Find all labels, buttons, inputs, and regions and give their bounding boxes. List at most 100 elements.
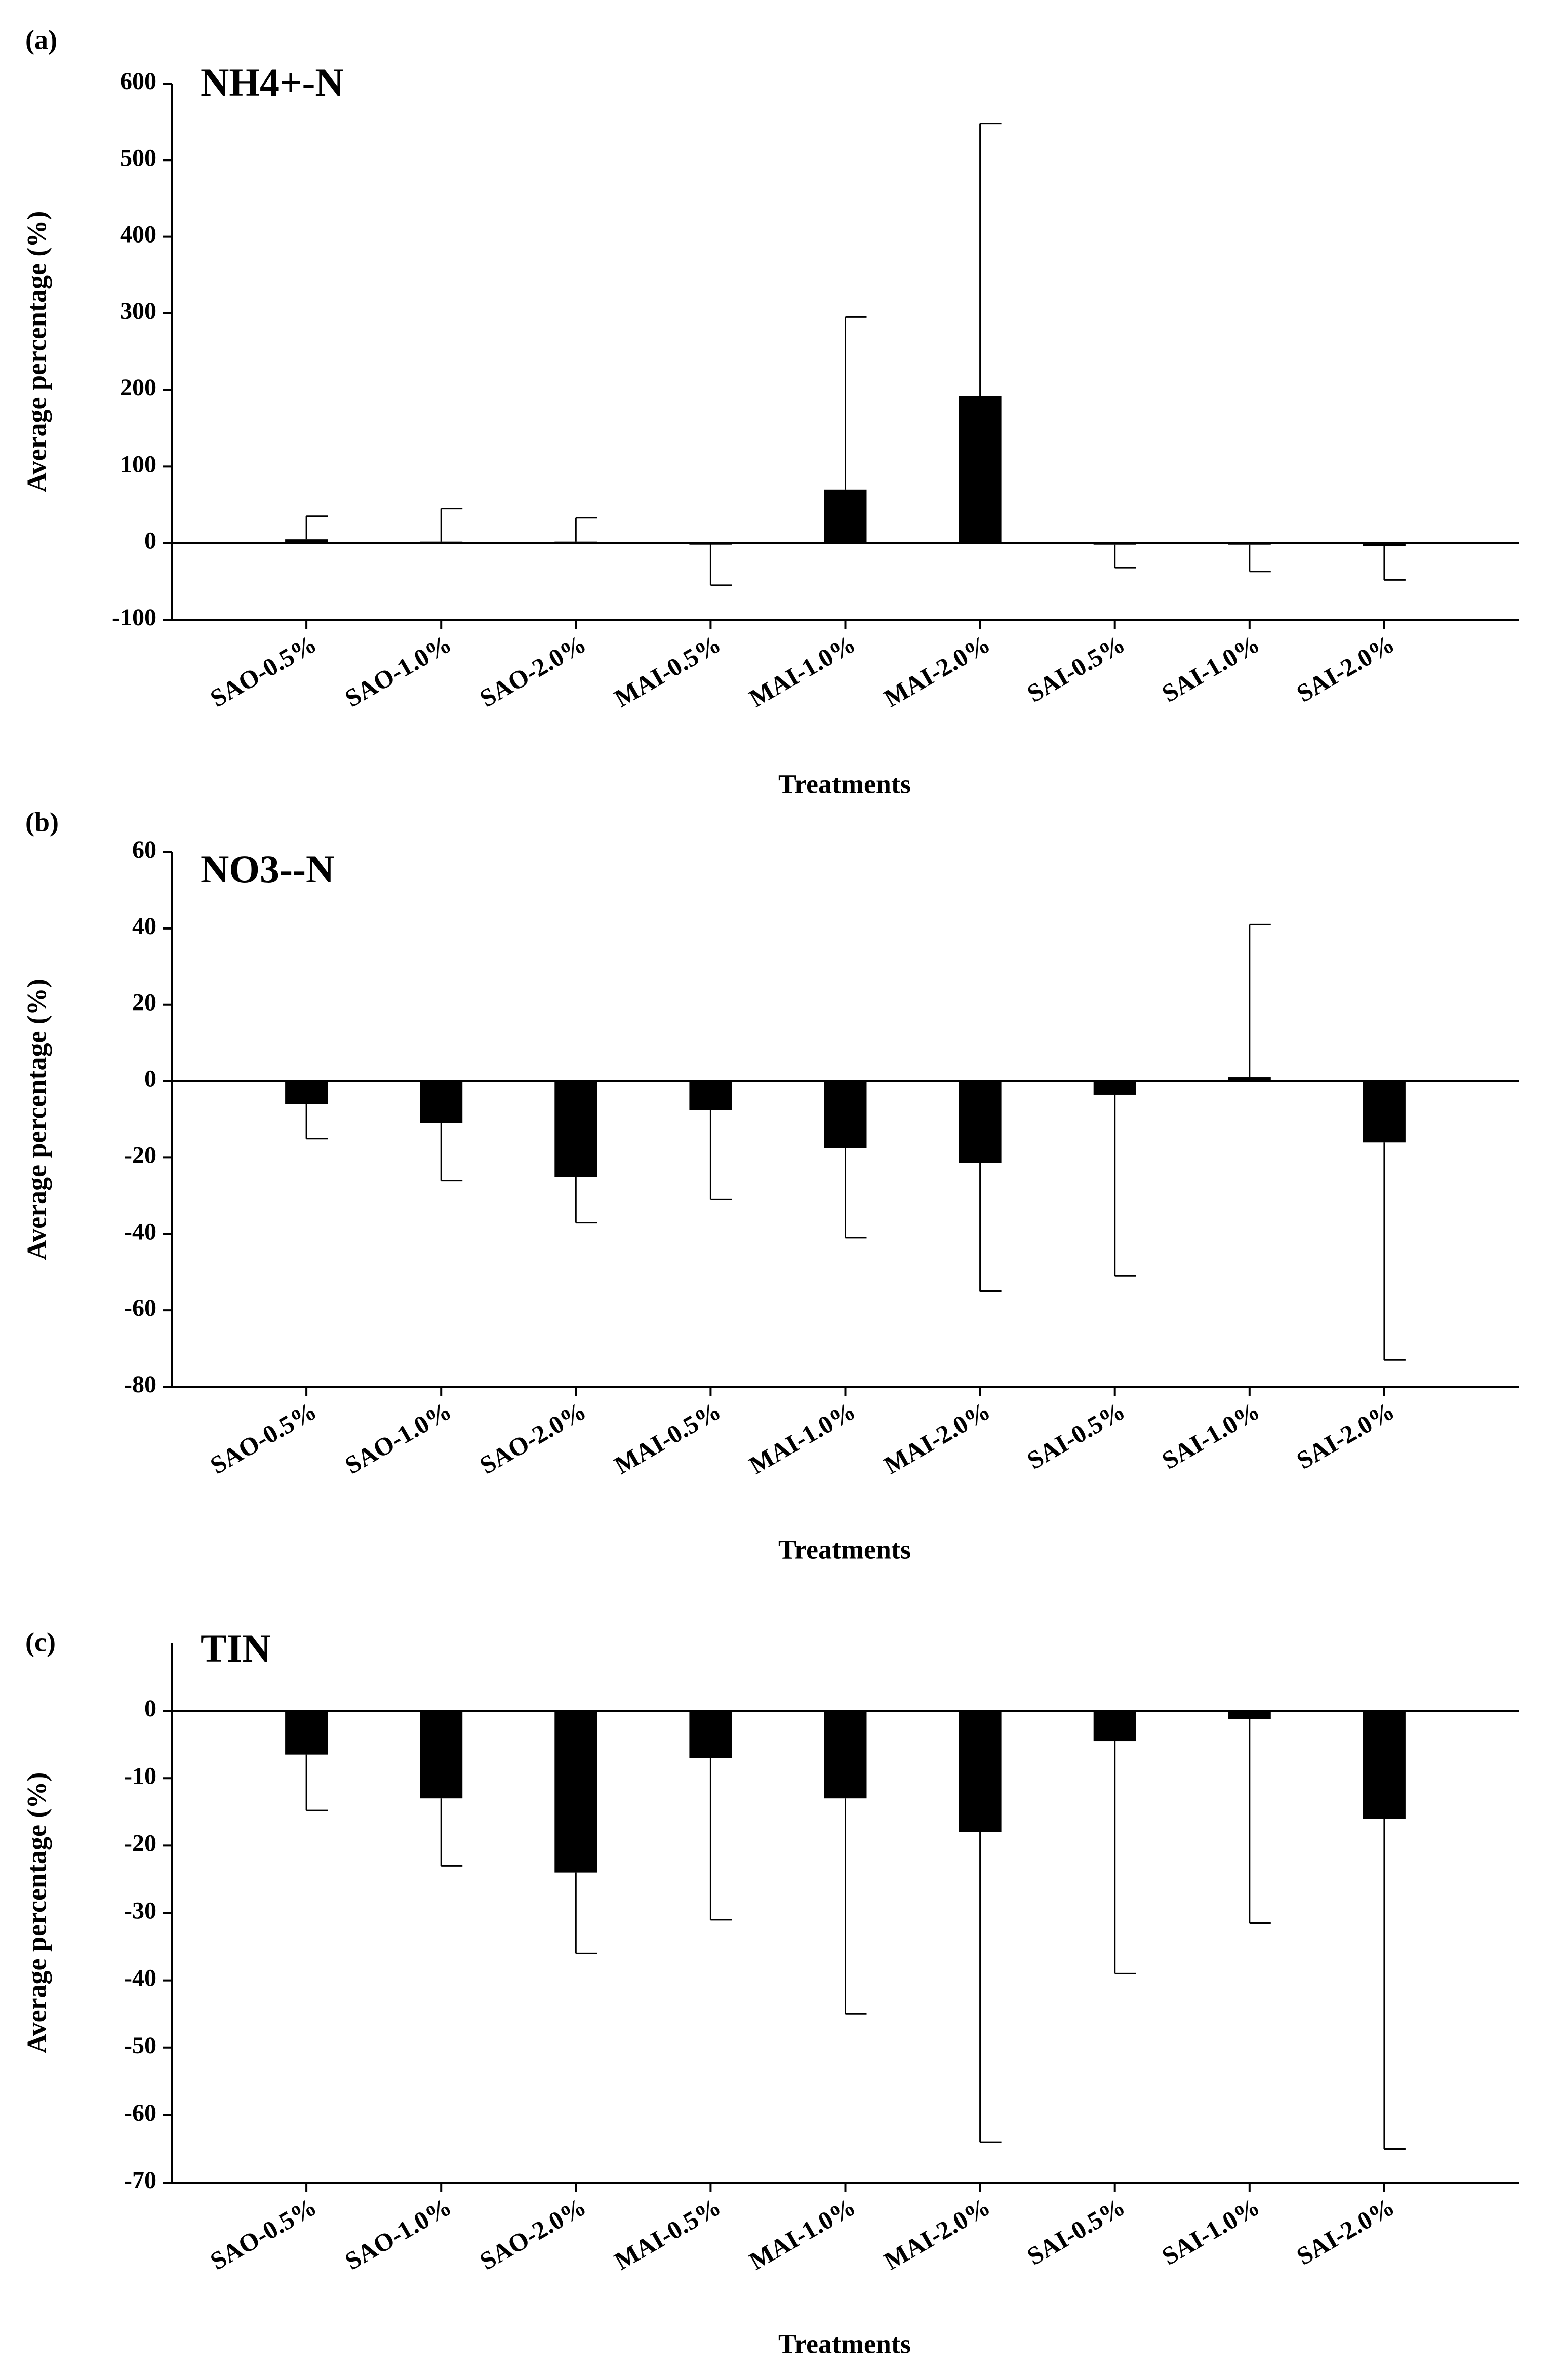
x-tick-label: SAI-1.0%	[1157, 2192, 1264, 2271]
error-bar	[440, 1798, 463, 1867]
y-tick-label: 40	[132, 913, 156, 940]
bar	[420, 1711, 463, 1799]
bar	[420, 541, 463, 543]
panel-label: (b)	[25, 806, 59, 837]
x-tick-label: MAI-0.5%	[610, 629, 726, 712]
bar	[959, 396, 1002, 543]
error-bar	[979, 1832, 1002, 2143]
error-bar	[1114, 1094, 1136, 1277]
chart-title: NO3--N	[201, 847, 334, 891]
error-bar	[709, 1110, 732, 1200]
y-tick-label: 60	[132, 836, 156, 863]
y-tick-label: 0	[144, 1066, 156, 1093]
y-tick-label: -20	[124, 1830, 156, 1857]
error-bar	[1383, 1142, 1406, 1361]
x-tick-label: SAO-1.0%	[340, 629, 456, 712]
x-axis-label: Treatments	[778, 2328, 911, 2359]
x-tick-label: SAI-0.5%	[1022, 1396, 1130, 1475]
error-bar	[845, 316, 867, 490]
y-tick-label: -40	[124, 1965, 156, 1992]
x-tick-label: SAI-2.0%	[1292, 1396, 1399, 1475]
x-axis-label: Treatments	[778, 1534, 911, 1564]
y-tick-label: 100	[120, 451, 156, 477]
panel-label: (c)	[25, 1627, 56, 1657]
x-tick-label: MAI-0.5%	[610, 1396, 726, 1479]
error-bar	[305, 1754, 328, 1811]
y-tick-label: -60	[124, 1295, 156, 1321]
error-bar	[440, 1123, 463, 1182]
y-tick-label: -30	[124, 1898, 156, 1924]
error-bar	[305, 515, 328, 540]
bar	[689, 543, 732, 545]
y-tick-label: 300	[120, 298, 156, 325]
bar	[285, 1711, 328, 1755]
x-axis-label: Treatments	[778, 769, 911, 799]
panel-label: (a)	[25, 24, 57, 55]
error-bar	[845, 1798, 867, 2015]
error-bar	[1383, 546, 1406, 581]
bar	[554, 1711, 597, 1873]
x-tick-label: SAI-0.5%	[1022, 2192, 1130, 2271]
error-bar	[1114, 1741, 1136, 1974]
bar	[285, 1081, 328, 1104]
error-bar	[845, 1148, 867, 1239]
bar	[554, 1081, 597, 1177]
x-tick-label: SAO-1.0%	[340, 1396, 456, 1479]
bar	[824, 1711, 867, 1799]
y-axis-label: Average percentage (%)	[21, 211, 52, 493]
error-bar	[979, 1163, 1002, 1292]
y-tick-label: -20	[124, 1142, 156, 1168]
bar	[1093, 1081, 1136, 1095]
x-tick-label: SAO-1.0%	[340, 2192, 456, 2275]
y-axis-label: Average percentage (%)	[21, 1772, 52, 2054]
error-bar	[1249, 1719, 1271, 1924]
chart-title: NH4+-N	[201, 60, 344, 104]
y-tick-label: -100	[112, 604, 156, 631]
x-tick-label: SAI-1.0%	[1157, 1396, 1264, 1475]
y-axis-label: Average percentage (%)	[21, 979, 52, 1260]
bar	[689, 1711, 732, 1758]
y-tick-label: 0	[144, 1695, 156, 1722]
y-tick-label: 0	[144, 528, 156, 554]
y-tick-label: 400	[120, 221, 156, 248]
error-bar	[575, 1872, 597, 1954]
bar	[959, 1081, 1002, 1163]
bar	[1228, 1077, 1271, 1081]
bar	[824, 489, 867, 543]
y-tick-label: 500	[120, 144, 156, 171]
bar	[1093, 543, 1136, 545]
x-tick-label: MAI-0.5%	[610, 2192, 726, 2275]
bar	[420, 1081, 463, 1123]
x-tick-label: SAI-2.0%	[1292, 2192, 1399, 2271]
y-tick-label: -50	[124, 2032, 156, 2059]
y-tick-label: 200	[120, 374, 156, 401]
error-bar	[1114, 544, 1136, 569]
x-tick-label: SAI-2.0%	[1292, 629, 1399, 708]
error-bar	[709, 544, 732, 586]
x-tick-label: SAO-0.5%	[205, 2192, 321, 2275]
bar	[959, 1711, 1002, 1832]
error-bar	[575, 517, 597, 542]
error-bar	[1383, 1819, 1406, 2150]
chart-title: TIN	[201, 1626, 271, 1670]
x-tick-label: SAO-2.0%	[475, 629, 591, 712]
bar	[1228, 1711, 1271, 1719]
bar	[1228, 543, 1271, 545]
x-tick-label: MAI-2.0%	[879, 1396, 995, 1479]
y-tick-label: 600	[120, 68, 156, 95]
x-tick-label: MAI-2.0%	[879, 629, 995, 712]
error-bar	[1249, 923, 1271, 1078]
y-tick-label: -60	[124, 2100, 156, 2126]
x-tick-label: SAI-1.0%	[1157, 629, 1264, 708]
y-tick-label: -80	[124, 1371, 156, 1398]
y-tick-label: 20	[132, 989, 156, 1016]
error-bar	[1249, 544, 1271, 573]
y-tick-label: -10	[124, 1762, 156, 1789]
bar	[554, 541, 597, 543]
x-tick-label: SAO-0.5%	[205, 629, 321, 712]
bar	[1363, 1711, 1406, 1819]
error-bar	[440, 508, 463, 542]
x-tick-label: SAO-2.0%	[475, 2192, 591, 2275]
bar	[1363, 1081, 1406, 1143]
x-tick-label: SAI-0.5%	[1022, 629, 1130, 708]
